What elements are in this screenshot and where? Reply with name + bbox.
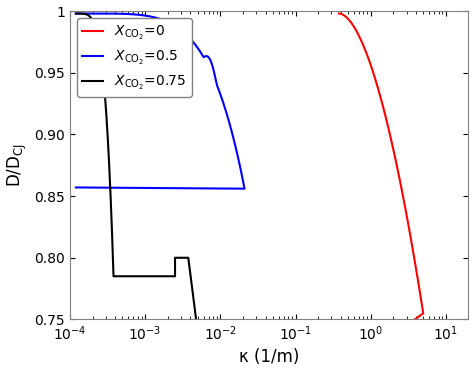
Legend: $X_{\mathrm{CO_2}}$=0, $X_{\mathrm{CO_2}}$=0.5, $X_{\mathrm{CO_2}}$=0.75: $X_{\mathrm{CO_2}}$=0, $X_{\mathrm{CO_2}… bbox=[77, 18, 191, 97]
X-axis label: κ (1/m): κ (1/m) bbox=[239, 349, 300, 366]
Y-axis label: D/D$_\mathrm{CJ}$: D/D$_\mathrm{CJ}$ bbox=[6, 143, 29, 187]
